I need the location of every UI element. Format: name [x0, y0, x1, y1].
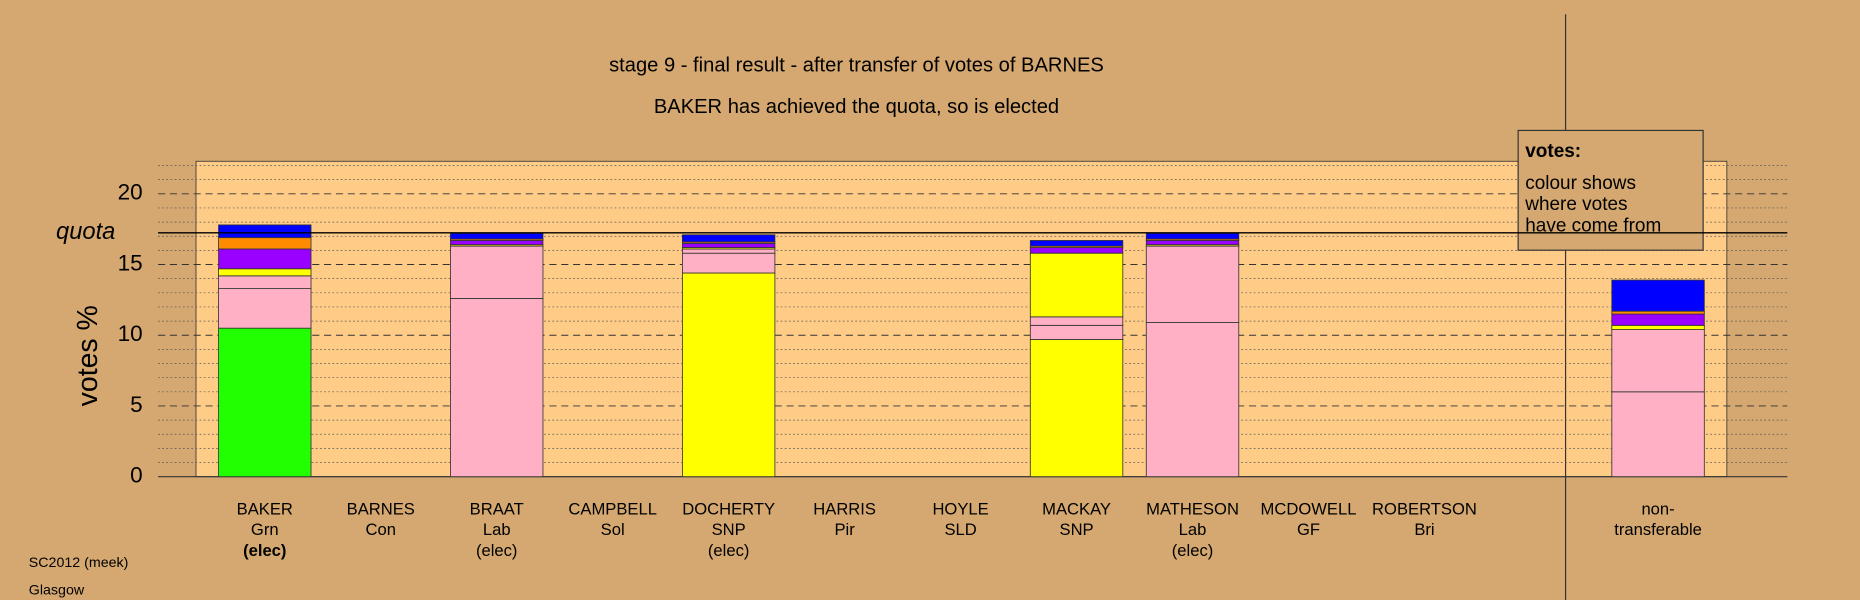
x-tick-label: (elec) — [1172, 541, 1214, 560]
x-tick-label: (elec) — [243, 541, 286, 560]
bar-segment — [1029, 247, 1124, 254]
bar-segment — [450, 245, 544, 299]
x-tick-label: transferable — [1614, 520, 1702, 539]
bar-segment — [1145, 322, 1240, 478]
chart-subtitle: BAKER has achieved the quota, so is elec… — [654, 96, 1059, 118]
bar-segment — [218, 327, 312, 478]
x-tick-label: BAKER — [237, 499, 293, 518]
bar-segment — [1611, 329, 1705, 393]
bar-segment — [1029, 324, 1124, 340]
bar-segment — [1029, 252, 1124, 318]
x-tick-label: HOYLE — [932, 499, 988, 518]
y-tick-label: 20 — [118, 180, 143, 205]
x-tick-label: ROBERTSON — [1372, 499, 1477, 518]
bar-segment — [1611, 324, 1705, 330]
legend-text: have come from — [1525, 215, 1661, 236]
y-tick-label: 0 — [130, 463, 143, 488]
bar-segment — [681, 234, 776, 243]
bar-segment — [1611, 279, 1705, 312]
bar-segment — [218, 275, 312, 289]
bar-segment — [1029, 316, 1124, 326]
y-tick-label: 5 — [130, 392, 143, 417]
bar-segment — [218, 237, 312, 250]
legend-text: where votes — [1524, 194, 1627, 215]
plot-area — [195, 160, 1728, 478]
x-tick-label: non- — [1641, 499, 1674, 518]
y-axis-label: votes % — [72, 305, 104, 406]
y-tick-label: 10 — [118, 321, 143, 346]
x-tick-label: HARRIS — [813, 499, 876, 518]
x-tick-label: Con — [366, 520, 396, 539]
bar-segment — [1145, 240, 1240, 246]
x-tick-label: BRAAT — [470, 499, 524, 518]
x-tick-label: SNP — [1059, 520, 1093, 539]
bar-segment — [1145, 245, 1240, 323]
bar-segment — [681, 252, 776, 274]
bar-segment — [450, 298, 544, 478]
bar-segment — [1611, 313, 1705, 326]
x-tick-label: BARNES — [347, 499, 415, 518]
legend-text: colour shows — [1525, 173, 1636, 194]
bar-segment — [1029, 339, 1124, 478]
bar-segment — [681, 242, 776, 248]
legend-box — [1517, 129, 1704, 251]
x-tick-label: MATHESON — [1146, 499, 1239, 518]
bars — [218, 224, 1705, 478]
x-tick-label: DOCHERTY — [682, 499, 775, 518]
x-tick-label: (elec) — [708, 541, 750, 560]
x-tick-label: (elec) — [476, 541, 517, 560]
bar-segment — [681, 272, 776, 478]
x-tick-label: SLD — [944, 520, 976, 539]
bar-segment — [1611, 391, 1705, 478]
quota-label: quota — [56, 219, 115, 245]
y-tick-label: 15 — [118, 250, 143, 275]
x-tick-label: Lab — [1179, 520, 1207, 539]
x-tick-label: Bri — [1414, 520, 1434, 539]
bar-segment — [681, 248, 776, 254]
x-tick-label: MACKAY — [1042, 499, 1111, 518]
x-tick-label: SNP — [712, 520, 746, 539]
x-tick-label: CAMPBELL — [568, 499, 657, 518]
bar-segment — [1611, 310, 1705, 315]
bar-segment — [1145, 232, 1240, 240]
bar-segment — [218, 288, 312, 329]
x-tick-label: Pir — [834, 520, 855, 539]
chart-title: stage 9 - final result - after transfer … — [609, 55, 1104, 77]
x-tick-label: Sol — [601, 520, 625, 539]
footer-text: SC2012 (meek) — [29, 555, 129, 571]
bar-segment — [218, 268, 312, 277]
bar-segment — [218, 248, 312, 270]
legend-title: votes: — [1525, 141, 1581, 162]
bar-segment — [218, 224, 312, 239]
x-tick-label: Grn — [251, 520, 279, 539]
x-tick-label: Lab — [483, 520, 511, 539]
x-tick-label: GF — [1297, 520, 1320, 539]
x-tick-label: MCDOWELL — [1261, 499, 1357, 518]
footer-text: Glasgow — [29, 582, 85, 598]
bar-segment — [450, 240, 544, 246]
bar-segment — [450, 232, 544, 240]
grid — [158, 165, 1788, 478]
bar-segment — [1029, 240, 1124, 247]
